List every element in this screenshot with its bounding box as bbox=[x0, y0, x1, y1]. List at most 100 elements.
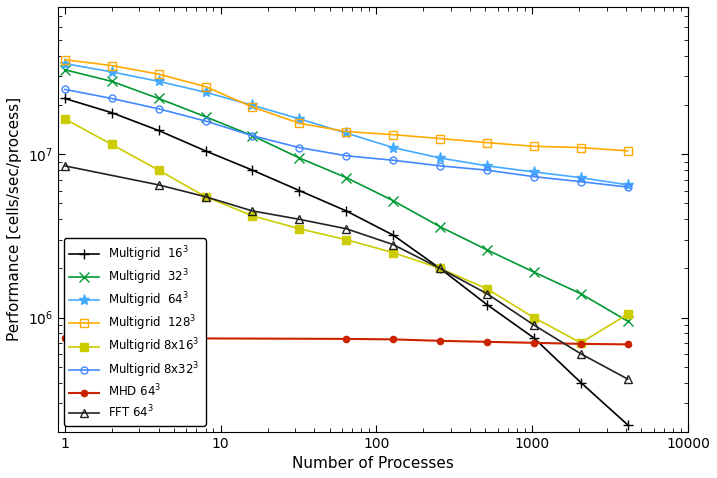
Line: FFT 64$^3$: FFT 64$^3$ bbox=[61, 162, 632, 383]
Multigrid 8x32$^3$ bbox=[623, 184, 632, 190]
Multigrid 8x32$^3$ bbox=[154, 106, 163, 112]
MHD 64$^3$ bbox=[342, 336, 351, 342]
Multigrid 8x16$^3$ bbox=[389, 250, 397, 255]
Multigrid  16$^3$ bbox=[201, 148, 210, 154]
Line: Multigrid  64$^3$: Multigrid 64$^3$ bbox=[60, 58, 633, 190]
Line: Multigrid 8x16$^3$: Multigrid 8x16$^3$ bbox=[61, 115, 632, 347]
Line: MHD 64$^3$: MHD 64$^3$ bbox=[59, 332, 634, 351]
Multigrid  32$^3$ bbox=[295, 155, 303, 161]
FFT 64$^3$ bbox=[436, 266, 445, 272]
Multigrid  32$^3$ bbox=[108, 78, 116, 84]
Multigrid  32$^3$ bbox=[623, 318, 632, 324]
Multigrid  16$^3$ bbox=[295, 188, 303, 194]
MHD 64$^3$ bbox=[389, 337, 397, 342]
Multigrid  32$^3$ bbox=[530, 269, 538, 275]
Multigrid  32$^3$ bbox=[436, 224, 445, 229]
Multigrid  128$^3$ bbox=[248, 104, 257, 110]
Multigrid  32$^3$ bbox=[248, 133, 257, 139]
Multigrid  32$^3$ bbox=[201, 114, 210, 120]
Multigrid  128$^3$ bbox=[623, 148, 632, 154]
Multigrid  128$^3$ bbox=[483, 140, 491, 145]
Multigrid  32$^3$ bbox=[483, 247, 491, 253]
Multigrid  16$^3$ bbox=[623, 422, 632, 428]
Multigrid 8x32$^3$ bbox=[295, 145, 303, 151]
Line: Multigrid  16$^3$: Multigrid 16$^3$ bbox=[60, 94, 632, 430]
Multigrid 8x16$^3$ bbox=[342, 237, 351, 242]
Multigrid  16$^3$ bbox=[60, 96, 69, 101]
Multigrid  64$^3$ bbox=[483, 163, 491, 169]
Multigrid  16$^3$ bbox=[389, 232, 397, 238]
Multigrid  128$^3$ bbox=[436, 136, 445, 141]
Multigrid 8x32$^3$ bbox=[248, 133, 257, 139]
Multigrid  16$^3$ bbox=[154, 128, 163, 133]
FFT 64$^3$ bbox=[576, 351, 585, 357]
Multigrid 8x32$^3$ bbox=[483, 167, 491, 173]
Multigrid  64$^3$ bbox=[389, 145, 397, 151]
Multigrid 8x16$^3$ bbox=[60, 116, 69, 122]
Multigrid  128$^3$ bbox=[576, 145, 585, 151]
X-axis label: Number of Processes: Number of Processes bbox=[292, 456, 454, 471]
Multigrid  64$^3$ bbox=[108, 69, 116, 75]
Multigrid  16$^3$ bbox=[436, 266, 445, 272]
Multigrid  128$^3$ bbox=[154, 71, 163, 77]
FFT 64$^3$ bbox=[530, 322, 538, 328]
Multigrid  16$^3$ bbox=[108, 110, 116, 116]
Multigrid  128$^3$ bbox=[60, 57, 69, 63]
Multigrid 8x16$^3$ bbox=[576, 340, 585, 346]
Multigrid 8x16$^3$ bbox=[248, 213, 257, 219]
MHD 64$^3$ bbox=[576, 341, 585, 347]
FFT 64$^3$ bbox=[389, 242, 397, 248]
Multigrid  32$^3$ bbox=[389, 198, 397, 204]
Y-axis label: Performance [cells/sec/process]: Performance [cells/sec/process] bbox=[7, 97, 22, 341]
Multigrid  64$^3$ bbox=[154, 78, 163, 84]
Line: Multigrid  32$^3$: Multigrid 32$^3$ bbox=[60, 65, 632, 326]
Multigrid 8x16$^3$ bbox=[201, 194, 210, 200]
FFT 64$^3$ bbox=[248, 208, 257, 214]
Multigrid  16$^3$ bbox=[576, 380, 585, 385]
Multigrid  64$^3$ bbox=[342, 130, 351, 136]
Multigrid 8x16$^3$ bbox=[154, 167, 163, 173]
MHD 64$^3$ bbox=[483, 339, 491, 345]
FFT 64$^3$ bbox=[201, 194, 210, 200]
Multigrid 8x32$^3$ bbox=[436, 163, 445, 169]
Multigrid  64$^3$ bbox=[201, 89, 210, 95]
Multigrid  128$^3$ bbox=[201, 84, 210, 89]
Multigrid 8x16$^3$ bbox=[623, 311, 632, 317]
Multigrid  64$^3$ bbox=[248, 102, 257, 108]
FFT 64$^3$ bbox=[623, 376, 632, 382]
Multigrid 8x32$^3$ bbox=[342, 153, 351, 159]
Multigrid 8x16$^3$ bbox=[436, 266, 445, 272]
Multigrid  16$^3$ bbox=[248, 167, 257, 173]
MHD 64$^3$ bbox=[623, 341, 632, 347]
Multigrid 8x32$^3$ bbox=[201, 118, 210, 124]
Multigrid 8x32$^3$ bbox=[576, 179, 585, 185]
Multigrid  64$^3$ bbox=[530, 169, 538, 175]
FFT 64$^3$ bbox=[154, 182, 163, 188]
Multigrid  16$^3$ bbox=[530, 335, 538, 341]
Multigrid  128$^3$ bbox=[108, 63, 116, 68]
Multigrid  128$^3$ bbox=[295, 120, 303, 126]
Multigrid 8x32$^3$ bbox=[530, 174, 538, 180]
Multigrid  64$^3$ bbox=[436, 155, 445, 161]
Legend: Multigrid  16$^3$, Multigrid  32$^3$, Multigrid  64$^3$, Multigrid  128$^3$, Mul: Multigrid 16$^3$, Multigrid 32$^3$, Mult… bbox=[64, 239, 206, 426]
Multigrid  128$^3$ bbox=[342, 129, 351, 134]
Multigrid  128$^3$ bbox=[389, 132, 397, 138]
Multigrid 8x32$^3$ bbox=[389, 157, 397, 163]
Multigrid 8x16$^3$ bbox=[295, 226, 303, 232]
Multigrid  64$^3$ bbox=[295, 116, 303, 122]
MHD 64$^3$ bbox=[60, 335, 69, 341]
Multigrid  64$^3$ bbox=[623, 182, 632, 188]
Multigrid 8x16$^3$ bbox=[483, 286, 491, 292]
Multigrid 8x32$^3$ bbox=[60, 87, 69, 92]
Multigrid  32$^3$ bbox=[154, 96, 163, 101]
Multigrid  16$^3$ bbox=[483, 302, 491, 307]
MHD 64$^3$ bbox=[530, 340, 538, 346]
Multigrid 8x16$^3$ bbox=[108, 141, 116, 147]
FFT 64$^3$ bbox=[295, 217, 303, 222]
Line: Multigrid  128$^3$: Multigrid 128$^3$ bbox=[61, 55, 632, 155]
Multigrid  16$^3$ bbox=[342, 208, 351, 214]
Multigrid  32$^3$ bbox=[60, 67, 69, 73]
MHD 64$^3$ bbox=[436, 338, 445, 344]
Multigrid 8x32$^3$ bbox=[108, 96, 116, 101]
FFT 64$^3$ bbox=[60, 163, 69, 169]
